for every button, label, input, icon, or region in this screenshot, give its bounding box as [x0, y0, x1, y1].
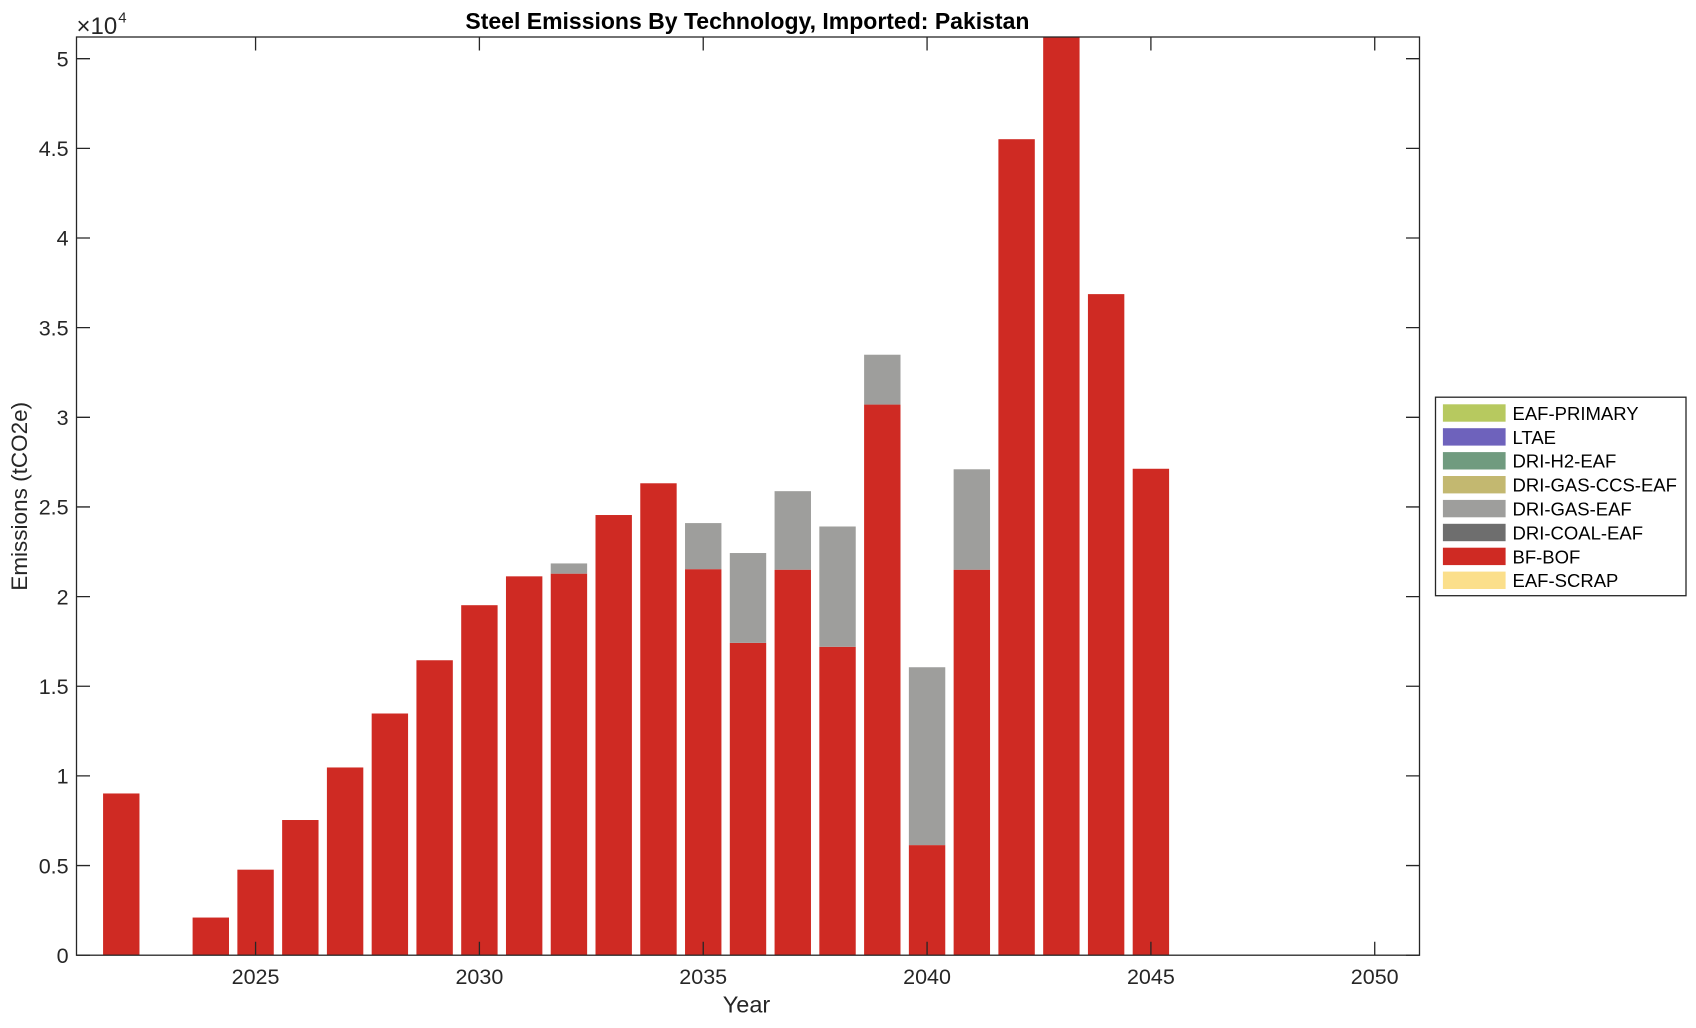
- svg-text:DRI-H2-EAF: DRI-H2-EAF: [1513, 451, 1617, 472]
- svg-text:2050: 2050: [1351, 965, 1399, 989]
- svg-text:BF-BOF: BF-BOF: [1513, 546, 1581, 567]
- svg-text:1: 1: [57, 765, 69, 789]
- svg-text:LTAE: LTAE: [1513, 427, 1557, 448]
- svg-text:0.5: 0.5: [39, 854, 69, 878]
- svg-text:4: 4: [118, 10, 126, 27]
- svg-text:2040: 2040: [903, 965, 951, 989]
- svg-text:DRI-COAL-EAF: DRI-COAL-EAF: [1513, 522, 1644, 543]
- svg-text:EAF-SCRAP: EAF-SCRAP: [1513, 570, 1619, 591]
- svg-text:Steel Emissions By Technology,: Steel Emissions By Technology, Imported:…: [465, 8, 1029, 34]
- svg-text:4.5: 4.5: [39, 137, 69, 161]
- svg-text:5: 5: [57, 47, 69, 71]
- svg-text:2.5: 2.5: [39, 496, 69, 520]
- svg-text:2: 2: [57, 585, 69, 609]
- svg-text:Year: Year: [723, 991, 771, 1017]
- svg-text:2035: 2035: [679, 965, 727, 989]
- svg-text:4: 4: [57, 227, 69, 251]
- svg-text:3: 3: [57, 406, 69, 430]
- svg-text:DRI-GAS-EAF: DRI-GAS-EAF: [1513, 499, 1632, 520]
- svg-text:×10: ×10: [77, 13, 118, 40]
- svg-text:1.5: 1.5: [39, 675, 69, 699]
- svg-text:Emissions (tCO2e): Emissions (tCO2e): [7, 402, 32, 591]
- svg-text:3.5: 3.5: [39, 316, 69, 340]
- svg-text:2045: 2045: [1127, 965, 1175, 989]
- svg-text:0: 0: [57, 944, 69, 968]
- svg-text:DRI-GAS-CCS-EAF: DRI-GAS-CCS-EAF: [1513, 475, 1677, 496]
- svg-text:EAF-PRIMARY: EAF-PRIMARY: [1513, 403, 1639, 424]
- svg-text:2030: 2030: [455, 965, 503, 989]
- svg-text:2025: 2025: [232, 965, 280, 989]
